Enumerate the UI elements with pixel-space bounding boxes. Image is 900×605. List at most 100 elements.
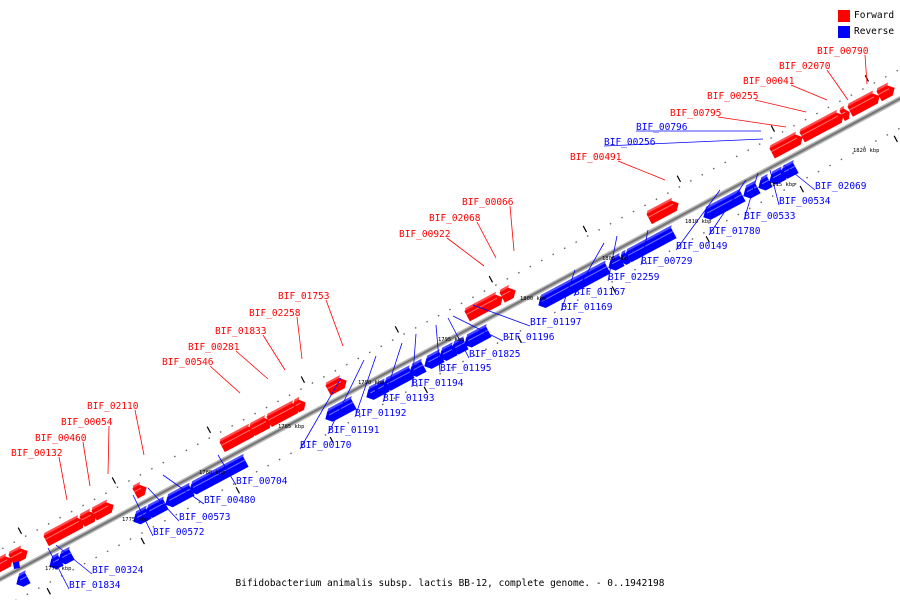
gene-labels: BIF_00132 BIF_00460 BIF_00054 BIF_02110 BIF_… xyxy=(11,46,869,591)
forward-gene xyxy=(91,499,114,521)
gene-label: BIF_00066 xyxy=(462,197,514,208)
gene-label: BIF_00480 xyxy=(204,495,256,506)
scale-tick xyxy=(329,436,334,444)
reverse-gene xyxy=(780,160,799,179)
gene-label: BIF_00796 xyxy=(636,122,688,133)
label-leader xyxy=(217,454,237,486)
label-leader xyxy=(447,317,470,359)
label-leader xyxy=(826,69,849,101)
label-leader xyxy=(354,355,377,418)
scale-tick xyxy=(582,225,588,233)
reverse-gene xyxy=(758,173,773,191)
scale-tick xyxy=(17,527,23,535)
label-leader xyxy=(435,324,441,373)
reverse-gene xyxy=(424,349,445,369)
gene-label: BIF_02110 xyxy=(87,401,139,412)
label-leader xyxy=(411,333,417,388)
label-leader xyxy=(476,221,497,259)
forward-gene xyxy=(325,375,347,396)
forward-gene xyxy=(43,515,85,547)
scale-tick xyxy=(300,376,306,383)
reverse-gene xyxy=(383,365,415,391)
genome-backbone xyxy=(0,95,900,583)
scale-tick xyxy=(235,486,240,494)
scale-label: 1780 kbp xyxy=(199,470,226,476)
map-caption: Bifidobacterium animalis subsp. lactis B… xyxy=(235,578,665,589)
label-leader xyxy=(754,99,807,113)
forward-gene xyxy=(132,481,147,499)
reverse-gene xyxy=(538,260,611,309)
label-leader xyxy=(235,350,269,380)
gene-label: BIF_00572 xyxy=(153,527,204,538)
scale-tick xyxy=(394,326,400,333)
label-leader xyxy=(382,342,403,403)
scale-tick xyxy=(676,175,682,183)
gene-label: BIF_00534 xyxy=(779,196,831,207)
label-leader xyxy=(209,365,241,394)
label-leader xyxy=(82,441,91,487)
reverse-gene xyxy=(189,453,249,495)
forward-gene xyxy=(0,553,13,577)
reverse-gene xyxy=(325,396,357,422)
gene-label: BIF_00281 xyxy=(188,342,240,353)
label-leader xyxy=(675,189,721,251)
gene-label: BIF_01192 xyxy=(355,408,406,419)
label-leader xyxy=(55,544,93,575)
gene-label: BIF_00491 xyxy=(570,152,622,163)
forward-gene xyxy=(769,131,803,159)
scale-label: 1815 kbp xyxy=(769,182,796,188)
gene-label: BIF_00795 xyxy=(670,108,721,119)
label-leader xyxy=(296,316,303,360)
label-leader-lines xyxy=(47,54,868,590)
gene-label: BIF_01193 xyxy=(383,393,434,404)
reverse-gene xyxy=(624,225,677,263)
legend: Forward Reverse xyxy=(838,9,898,39)
label-leader xyxy=(262,334,286,371)
label-leader xyxy=(452,315,504,342)
scale-label: 1795 kbp xyxy=(438,337,465,343)
gene-label: BIF_01195 xyxy=(440,363,491,374)
forward-gene xyxy=(499,284,516,303)
label-leader xyxy=(58,456,68,501)
scale-tick xyxy=(423,386,428,394)
scale-label: 1790 kbp xyxy=(358,380,385,386)
scale-label: 1785 kbp xyxy=(278,424,305,430)
scale-tick xyxy=(46,587,51,595)
label-leader xyxy=(708,179,747,236)
label-leader xyxy=(299,377,342,450)
label-leader xyxy=(640,229,649,266)
label-leader xyxy=(132,494,154,537)
scale-tick xyxy=(705,235,710,243)
gene-label: BIF_00132 xyxy=(11,448,62,459)
scale-tick xyxy=(206,426,212,434)
label-leader xyxy=(107,425,110,475)
scale-tick xyxy=(799,185,804,193)
label-leader xyxy=(47,547,70,590)
gene-label: BIF_00255 xyxy=(707,91,758,102)
label-leader xyxy=(134,409,145,456)
gene-label: BIF_02258 xyxy=(249,308,301,319)
forward-gene xyxy=(799,109,844,143)
gene-label: BIF_02068 xyxy=(429,213,481,224)
scale-label: 1810 kbp xyxy=(685,219,712,225)
label-leader xyxy=(769,169,780,206)
reverse-gene xyxy=(13,561,20,569)
forward-gene xyxy=(847,90,880,117)
label-leader xyxy=(472,304,531,327)
gene-label: BIF_01834 xyxy=(69,580,121,591)
label-leader xyxy=(325,299,344,347)
gene-label: BIF_00790 xyxy=(817,46,869,57)
forward-gene xyxy=(266,400,300,428)
reverse-gene xyxy=(16,570,31,587)
gene-label: BIF_00054 xyxy=(61,417,113,428)
legend-label-forward: Forward xyxy=(854,10,895,21)
scale-tick xyxy=(111,477,117,484)
reverse-gene xyxy=(743,180,761,199)
gene-label: BIF_00170 xyxy=(300,440,352,451)
forward-swatch xyxy=(838,10,850,22)
scale-label: 1805 kbp xyxy=(602,256,629,262)
label-leader xyxy=(603,138,764,147)
label-leader xyxy=(446,237,485,267)
scale-label: 1770 kbp xyxy=(45,566,72,572)
